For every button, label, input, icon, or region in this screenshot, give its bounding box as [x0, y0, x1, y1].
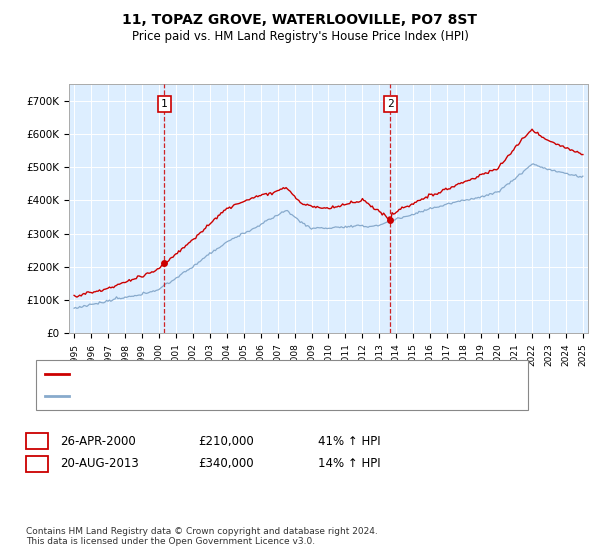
Text: 14% ↑ HPI: 14% ↑ HPI — [318, 457, 380, 470]
Text: 11, TOPAZ GROVE, WATERLOOVILLE, PO7 8ST: 11, TOPAZ GROVE, WATERLOOVILLE, PO7 8ST — [122, 13, 478, 27]
Text: HPI: Average price, detached house, Havant: HPI: Average price, detached house, Hava… — [74, 391, 304, 401]
Text: 1: 1 — [34, 435, 41, 448]
Text: 41% ↑ HPI: 41% ↑ HPI — [318, 435, 380, 448]
Text: 26-APR-2000: 26-APR-2000 — [60, 435, 136, 448]
Text: 20-AUG-2013: 20-AUG-2013 — [60, 457, 139, 470]
Text: £210,000: £210,000 — [198, 435, 254, 448]
Text: 2: 2 — [34, 457, 41, 470]
Text: Contains HM Land Registry data © Crown copyright and database right 2024.
This d: Contains HM Land Registry data © Crown c… — [26, 526, 378, 546]
Text: 2: 2 — [386, 99, 394, 109]
Text: 11, TOPAZ GROVE, WATERLOOVILLE, PO7 8ST (detached house): 11, TOPAZ GROVE, WATERLOOVILLE, PO7 8ST … — [74, 368, 406, 379]
Text: Price paid vs. HM Land Registry's House Price Index (HPI): Price paid vs. HM Land Registry's House … — [131, 30, 469, 43]
Text: 1: 1 — [161, 99, 167, 109]
Text: £340,000: £340,000 — [198, 457, 254, 470]
